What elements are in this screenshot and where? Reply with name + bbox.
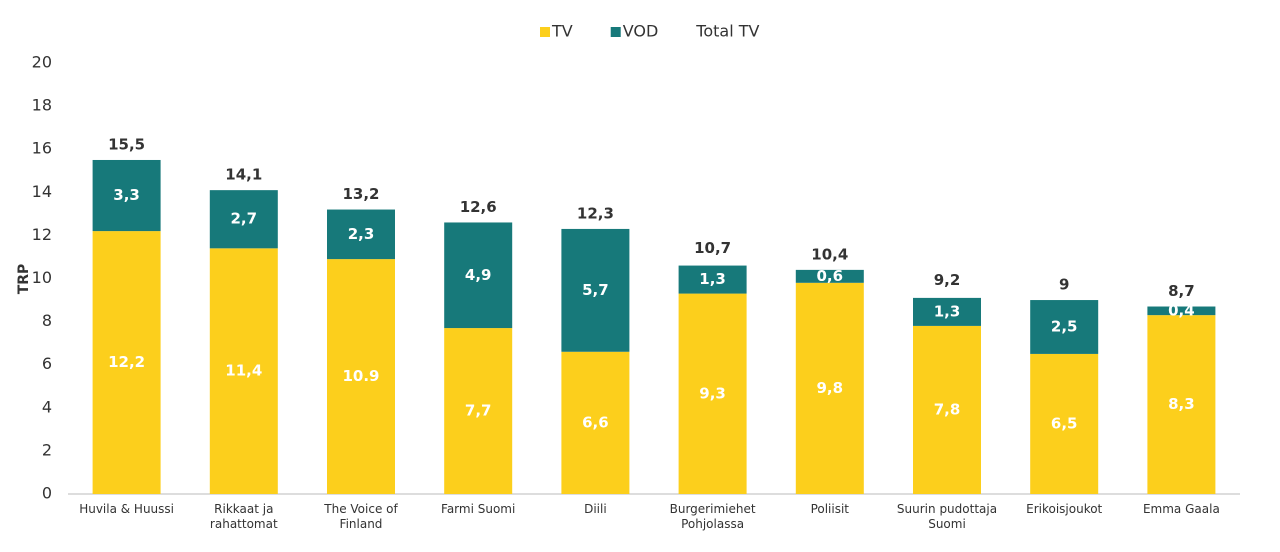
total-label: 12,3: [577, 204, 614, 222]
x-label-box: Diili: [584, 502, 607, 516]
y-tick-label: 14: [32, 182, 52, 201]
bar-segment: [1147, 306, 1216, 316]
y-axis-label: TRP: [16, 264, 32, 295]
bar-segment: [913, 297, 981, 326]
y-tick-label: 16: [32, 139, 52, 158]
bar-segment: [92, 159, 161, 232]
bar-segment: [1030, 300, 1099, 354]
x-tick-label: Erikoisjoukot: [1026, 502, 1103, 516]
total-label: 9,2: [934, 271, 961, 289]
data-label: 10.9: [342, 367, 379, 385]
bar-segment: [444, 222, 513, 329]
data-label: 0,4: [1168, 301, 1195, 319]
bar-segment: [92, 231, 161, 494]
bar-segment: [561, 228, 630, 352]
bar-segment: [795, 282, 864, 494]
x-label-box: Erikoisjoukot: [1026, 502, 1103, 516]
y-tick-label: 6: [42, 354, 52, 373]
bar-segment: [1147, 315, 1216, 494]
data-label: 6,5: [1051, 414, 1078, 432]
x-tick-label: Emma Gaala: [1142, 502, 1220, 516]
data-label: 9,8: [817, 379, 844, 397]
data-label: 11,4: [225, 362, 262, 380]
total-label: 14,1: [225, 166, 262, 184]
bar-segment: [209, 190, 278, 249]
data-label: 0,6: [817, 267, 844, 285]
bar-segment: [913, 325, 981, 494]
data-label: 3,3: [113, 186, 140, 204]
bar-segment: [444, 328, 513, 494]
total-label: 10,4: [811, 245, 848, 263]
x-tick-label: Suurin pudottaja Suomi: [896, 502, 998, 531]
data-label: 2,7: [231, 210, 258, 228]
legend-label: TV: [551, 22, 573, 41]
data-label: 12,2: [108, 353, 145, 371]
x-label-box: Huvila & Huussi: [79, 502, 174, 516]
data-label: 4,9: [465, 266, 492, 284]
x-tick-label: Huvila & Huussi: [79, 502, 174, 516]
bar-segment: [678, 293, 747, 494]
data-label: 6,6: [582, 413, 609, 431]
bar-segment: [678, 265, 747, 294]
x-label-box: Poliisit: [810, 502, 850, 516]
x-tick-label: Burgerimiehet Pohjolassa: [669, 502, 756, 531]
data-label: 7,8: [934, 400, 961, 418]
y-tick-label: 10: [32, 268, 52, 287]
legend-label: Total TV: [695, 22, 759, 41]
total-label: 13,2: [342, 185, 379, 203]
bar-segment: [209, 248, 278, 494]
y-tick-label: 8: [42, 311, 52, 330]
data-label: 1,3: [699, 270, 726, 288]
bar-segment: [561, 351, 630, 494]
data-label: 2,5: [1051, 317, 1078, 335]
x-tick-label: The Voice of Finland: [324, 502, 398, 531]
y-tick-label: 0: [42, 484, 52, 503]
data-label: 9,3: [699, 384, 726, 402]
x-label-box: Burgerimiehet Pohjolassa: [669, 502, 756, 531]
legend-swatch: [540, 27, 550, 37]
y-tick-label: 12: [32, 225, 52, 244]
x-tick-label: Rikkaat ja rahattomat: [209, 502, 278, 531]
data-label: 8,3: [1168, 395, 1195, 413]
bar-segment: [327, 259, 395, 494]
x-tick-label: Poliisit: [810, 502, 850, 516]
bar-segment: [327, 209, 395, 260]
x-label-box: Suurin pudottaja Suomi: [896, 502, 998, 531]
x-label-box: Rikkaat ja rahattomat: [209, 502, 278, 531]
data-label: 1,3: [934, 302, 961, 320]
total-label: 10,7: [694, 239, 731, 257]
x-label-box: The Voice of Finland: [324, 502, 398, 531]
total-label: 12,6: [460, 198, 497, 216]
bar-segment: [1030, 353, 1099, 494]
data-label: 5,7: [582, 281, 609, 299]
data-label: 7,7: [465, 402, 492, 420]
legend-label: VOD: [623, 22, 659, 41]
y-tick-label: 2: [42, 440, 52, 459]
legend-swatch: [610, 27, 621, 37]
x-tick-label: Farmi Suomi: [441, 502, 516, 516]
x-label-box: Farmi Suomi: [441, 502, 516, 516]
data-label: 2,3: [348, 225, 375, 243]
bar-segment: [795, 269, 864, 283]
y-tick-label: 18: [32, 96, 52, 115]
total-label: 8,7: [1168, 282, 1195, 300]
x-tick-label: Diili: [584, 502, 607, 516]
total-label: 15,5: [108, 135, 145, 153]
total-label: 9: [1059, 276, 1069, 294]
y-tick-label: 20: [32, 53, 52, 72]
y-tick-label: 4: [42, 397, 52, 416]
x-label-box: Emma Gaala: [1142, 502, 1220, 516]
